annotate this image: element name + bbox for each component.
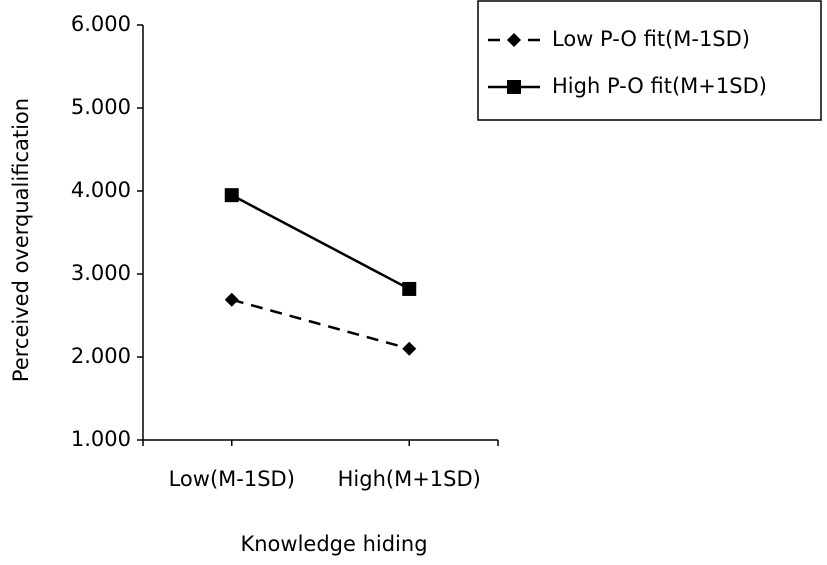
- legend-label: High P-O fit(M+1SD): [552, 74, 767, 98]
- marker: [224, 292, 239, 307]
- x-tick-label: Low(M-1SD): [169, 467, 295, 491]
- y-tick-label: 1.000: [71, 427, 131, 451]
- series-line: [231, 298, 410, 350]
- y-tick-label: 4.000: [71, 178, 131, 202]
- marker: [224, 188, 239, 203]
- y-tick-label: 2.000: [71, 344, 131, 368]
- y-tick-label: 5.000: [71, 95, 131, 119]
- series-line: [231, 194, 410, 291]
- x-tick-label: High(M+1SD): [338, 467, 481, 491]
- marker: [402, 341, 417, 356]
- marker: [402, 281, 417, 296]
- legend-marker: [507, 80, 521, 94]
- x-axis-title: Knowledge hiding: [240, 532, 427, 556]
- y-tick-label: 6.000: [71, 12, 131, 36]
- y-tick-label: 3.000: [71, 261, 131, 285]
- y-axis-title: Perceived overqualification: [9, 98, 33, 382]
- legend-label: Low P-O fit(M-1SD): [552, 27, 750, 51]
- legend-marker: [507, 33, 521, 47]
- legend-box: [477, 0, 822, 121]
